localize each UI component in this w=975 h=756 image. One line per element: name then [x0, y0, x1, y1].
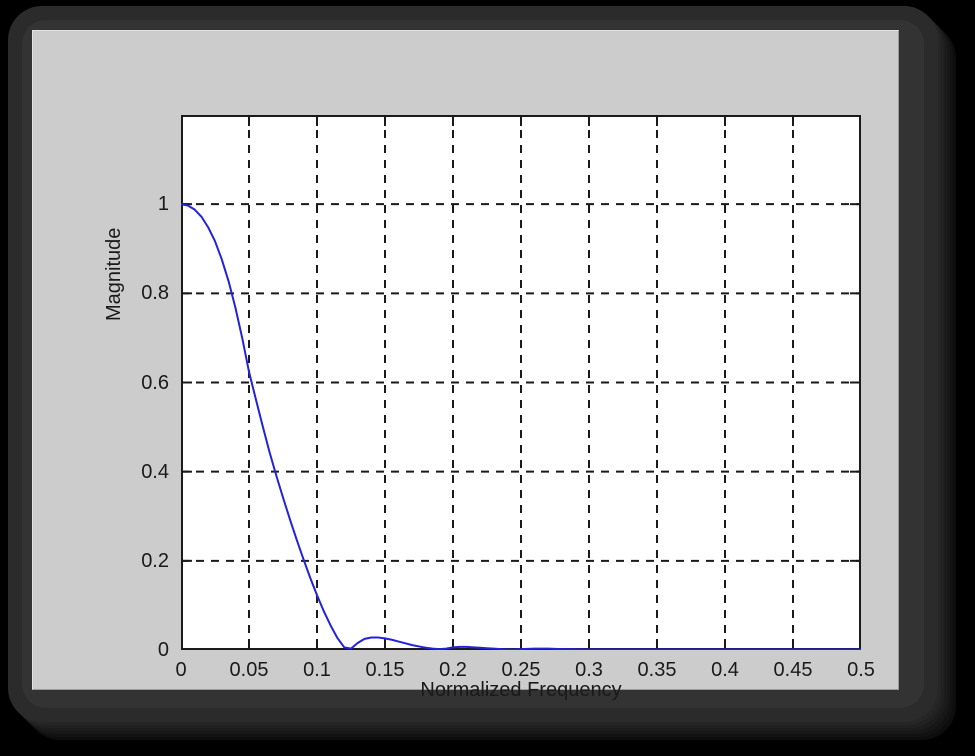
y-tick-label: 0.4: [141, 460, 169, 483]
x-tick-label: 0.05: [229, 659, 269, 681]
x-tick-label: 0.2: [439, 659, 467, 681]
x-tick-label: 0.5: [847, 659, 875, 681]
x-tick-label: 0.1: [303, 659, 331, 681]
y-tick-label: 0: [157, 639, 169, 661]
plot-box: [181, 115, 861, 650]
x-axis-title: Normalized Frequency: [420, 679, 622, 701]
y-tick-label: 1: [157, 193, 169, 216]
x-tick-label: 0.45: [773, 659, 813, 681]
x-tick-label: 0.15: [365, 659, 405, 681]
y-tick-label: 0.6: [141, 371, 169, 394]
x-tick-label: 0.4: [711, 659, 739, 681]
x-tick-label: 0: [175, 659, 187, 681]
data-series-group: [181, 203, 861, 650]
x-tick-label: 0.35: [637, 659, 677, 681]
y-tick-label: 0.2: [141, 549, 169, 572]
y-axis-title: Magnitude: [103, 227, 125, 321]
x-tick-label: 0.25: [501, 659, 541, 681]
magnitude-response-plot: [181, 115, 861, 650]
y-tick-label: 0.8: [141, 282, 169, 305]
figure-panel: 0 0.05 0.1 0.15 0.2 0.25 0.3 0.35 0.4 0.45 0.5 0 0.…: [32, 30, 899, 701]
plot-axes-area: [181, 115, 861, 650]
x-tick-label: 0.3: [575, 659, 603, 681]
